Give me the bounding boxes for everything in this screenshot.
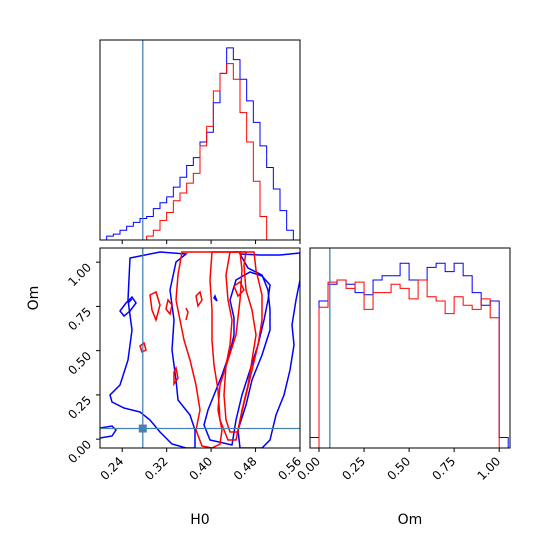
om-hist-series-red	[310, 279, 509, 448]
contour-blue-level	[100, 425, 117, 439]
contour-y-tick-label: 0.50	[65, 349, 94, 378]
contour-blue-level	[213, 294, 218, 302]
contour-blue-level	[119, 295, 137, 318]
contour-red-level	[223, 251, 257, 433]
contour-blue-level	[237, 252, 300, 448]
contour-red-level	[165, 298, 173, 316]
contour-x-tick-label: 0.24	[98, 454, 127, 483]
contour-red-level	[149, 290, 161, 323]
contour-x-tick-label: 0.40	[186, 454, 215, 483]
contour-red-level	[233, 280, 245, 298]
contour-red-level	[195, 290, 203, 308]
h0-histogram-frame	[99, 39, 301, 241]
h0-hist-series-red	[100, 63, 300, 241]
contour-x-tick-label: 0.32	[142, 454, 171, 483]
contour-lines	[100, 251, 300, 448]
contour-x-tick-label: 0.48	[231, 454, 260, 483]
om-histogram-panel: 0.00 0.25 0.50 0.75 1.00 Om	[294, 247, 511, 528]
contour-y-axis-label: Om	[26, 286, 42, 311]
contour-blue-level	[203, 271, 271, 446]
contour-red-level	[173, 365, 179, 387]
om-histogram-frame	[309, 247, 511, 449]
contour-y-tick-label: 0.75	[65, 305, 94, 334]
contour-truth-marker	[138, 424, 147, 433]
contour-blue-level	[127, 298, 133, 304]
om-x-tick-label: 0.25	[339, 454, 368, 483]
contour-frame	[99, 247, 301, 449]
om-x-tick-label: 1.00	[475, 454, 504, 483]
om-x-tick-label: 0.50	[384, 454, 413, 483]
om-x-tick-label: 0.00	[294, 454, 323, 483]
h0-hist-series-blue	[100, 47, 300, 241]
contour-x-axis-label: H0	[190, 512, 209, 528]
contour-y-tick-label: 1.00	[65, 260, 94, 289]
h0-histogram-panel	[99, 39, 301, 244]
om-hist-series	[310, 262, 509, 448]
contour-blue-level	[109, 251, 196, 448]
contour-red-level	[185, 307, 189, 321]
contour-red-level	[175, 251, 243, 448]
contour-y-tick-label: 0.00	[65, 437, 94, 466]
om-x-axis-label: Om	[398, 512, 423, 528]
contour-panel: 0.24 0.32 0.40 0.48 0.560.000.250.500.751.00…	[26, 247, 304, 528]
om-x-tick-label: 0.75	[429, 454, 458, 483]
contour-y-tick-label: 0.25	[65, 393, 94, 422]
